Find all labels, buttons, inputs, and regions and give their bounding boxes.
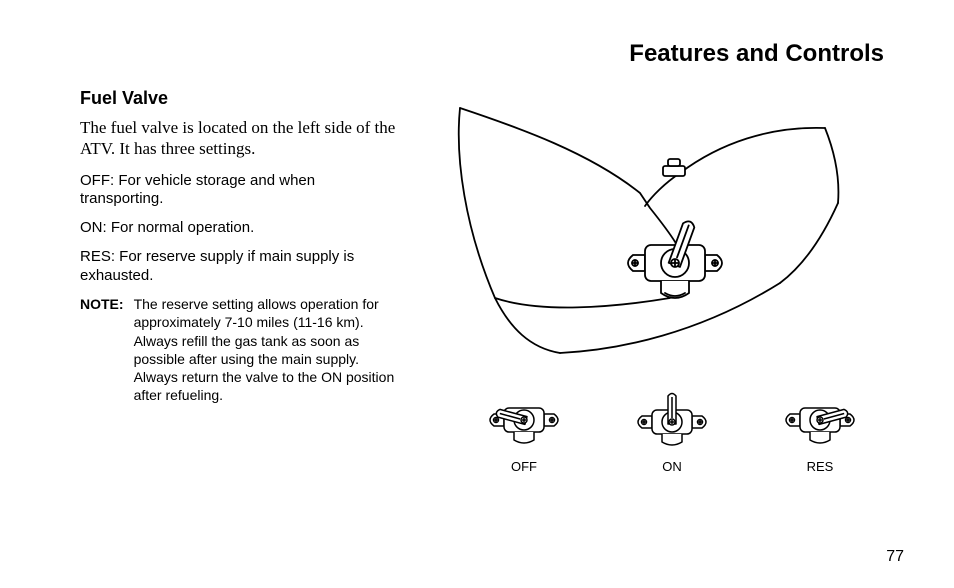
valve-res-icon	[780, 388, 860, 448]
valve-off-icon	[484, 388, 564, 448]
valve-on-icon	[632, 388, 712, 448]
intro-paragraph: The fuel valve is located on the left si…	[80, 117, 400, 160]
section-heading: Fuel Valve	[80, 88, 400, 109]
note-block: NOTE: The reserve setting allows operati…	[80, 295, 400, 404]
setting-res: RES: For reserve supply if main supply i…	[80, 248, 400, 286]
fuel-valve-diagram	[440, 98, 860, 358]
diagram-column: OFF ON	[440, 78, 904, 474]
page-title: Features and Controls	[80, 40, 904, 68]
note-label: NOTE:	[80, 295, 124, 404]
text-column: Fuel Valve The fuel valve is located on …	[80, 78, 400, 474]
valve-position-off: OFF	[484, 388, 564, 474]
valve-positions-row: OFF ON	[440, 388, 904, 474]
valve-res-label: RES	[780, 459, 860, 474]
valve-on-label: ON	[632, 459, 712, 474]
note-text: The reserve setting allows operation for…	[134, 295, 400, 404]
valve-position-on: ON	[632, 388, 712, 474]
content-columns: Fuel Valve The fuel valve is located on …	[80, 78, 904, 474]
valve-off-label: OFF	[484, 459, 564, 474]
valve-position-res: RES	[780, 388, 860, 474]
setting-on: ON: For normal operation.	[80, 219, 400, 238]
page-number: 77	[886, 548, 904, 566]
setting-off: OFF: For vehicle storage and when transp…	[80, 172, 400, 210]
